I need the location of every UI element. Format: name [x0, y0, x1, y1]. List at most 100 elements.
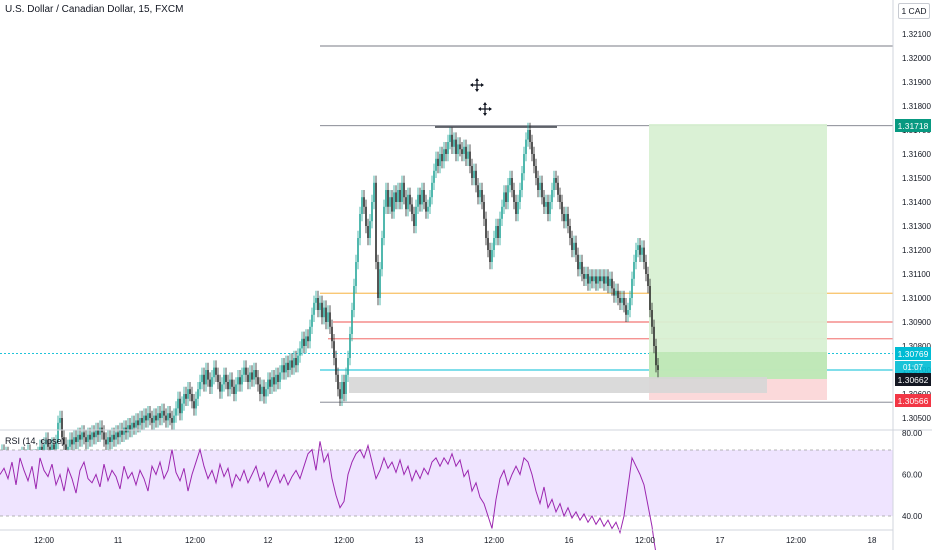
main-pane[interactable]: [0, 0, 893, 478]
candle-body: [477, 185, 479, 198]
candle-body: [517, 202, 519, 214]
countdown-text: 01:07: [903, 363, 924, 372]
price-axis[interactable]: 1.321001.320001.319001.318001.317001.316…: [892, 0, 931, 550]
candle-body: [401, 182, 403, 202]
candle-body: [553, 178, 555, 190]
candle-body: [445, 149, 447, 154]
candle-body: [503, 192, 505, 207]
candle-body: [369, 221, 371, 238]
profit-zone[interactable]: [649, 124, 827, 379]
stop-zone-gray[interactable]: [349, 377, 767, 393]
candle-body: [225, 374, 227, 382]
time-tick-10: 12:00: [786, 536, 807, 545]
candle-body: [103, 432, 105, 440]
candle-body: [203, 374, 205, 385]
candle-body: [295, 358, 297, 366]
candle-body: [75, 437, 77, 442]
candle-body: [459, 144, 461, 150]
candle-body: [531, 142, 533, 154]
candle-body: [117, 432, 119, 438]
candle-body: [411, 204, 413, 214]
profit-zone-current: [649, 352, 827, 379]
candle-body: [565, 214, 567, 222]
candle-body: [387, 190, 389, 207]
candle-body: [181, 403, 183, 414]
candle-body: [513, 190, 515, 202]
candle-body: [635, 250, 637, 262]
candle-body: [253, 370, 255, 380]
candle-body: [527, 130, 529, 140]
candle-body: [197, 389, 199, 399]
candle-body: [337, 374, 339, 390]
candle-body: [307, 336, 309, 342]
time-tick-0: 12:00: [34, 536, 55, 545]
candle-body: [605, 276, 607, 284]
candle-body: [455, 139, 457, 154]
candle-body: [185, 394, 187, 399]
rsi-title[interactable]: RSI (14, close): [5, 436, 65, 446]
rsi-pane[interactable]: [0, 441, 893, 550]
symbol-title[interactable]: U.S. Dollar / Canadian Dollar, 15, FXCM: [5, 4, 184, 15]
candle-body: [379, 269, 381, 298]
candle-body: [195, 398, 197, 409]
candle-body: [505, 192, 507, 202]
rsi-line: [0, 441, 656, 550]
candle-body: [615, 290, 617, 296]
candle-body: [323, 307, 325, 318]
candle-body: [479, 190, 481, 198]
candle-body: [211, 377, 213, 387]
candle-body: [227, 382, 229, 390]
price-tick-label: 1.31900: [902, 78, 931, 87]
price-tick-label: 1.31500: [902, 174, 931, 183]
candle-body: [65, 444, 67, 452]
candle-body: [255, 370, 257, 378]
candle-body: [201, 374, 203, 382]
candle-body: [383, 206, 385, 238]
currency-button[interactable]: 1 CAD: [898, 3, 930, 19]
candle-body: [263, 386, 265, 397]
candle-body: [213, 367, 215, 378]
candle-body: [583, 274, 585, 279]
candle-body: [251, 372, 253, 380]
candle-body: [167, 413, 169, 421]
candle-body: [581, 262, 583, 274]
candle-body: [141, 418, 143, 423]
price-tick-label: 1.30900: [902, 318, 931, 327]
candle-body: [215, 367, 217, 375]
candle-body: [55, 442, 57, 450]
time-axis[interactable]: 12:00 11 12:00 12 12:00 13 12:00 16 12:0…: [0, 529, 893, 545]
candle-body: [551, 190, 553, 202]
candle-body: [221, 384, 223, 392]
candle-body: [219, 382, 221, 392]
candle-body: [119, 430, 121, 438]
candle-body: [381, 238, 383, 270]
candle-body: [549, 202, 551, 214]
candle-body: [175, 408, 177, 416]
candle-body: [489, 250, 491, 262]
candle-body: [143, 415, 145, 423]
candle-body: [155, 415, 157, 421]
time-tick-11: 18: [868, 536, 877, 545]
price-tick-label: 1.31400: [902, 198, 931, 207]
move-cursor-icon: [470, 78, 484, 92]
price-tick-label: 1.30800: [902, 342, 931, 351]
candle-body: [557, 182, 559, 195]
candle-body: [95, 430, 97, 438]
rsi-band: [0, 450, 893, 516]
candle-body: [177, 398, 179, 409]
candle-body: [137, 420, 139, 426]
candle-body: [467, 151, 469, 159]
candle-body: [81, 432, 83, 440]
candle-body: [547, 202, 549, 214]
target-price-label: 1.31718: [895, 119, 931, 132]
candle-body: [365, 206, 367, 226]
target-price-text: 1.31718: [898, 121, 929, 131]
candle-body: [171, 418, 173, 423]
candle-body: [331, 326, 333, 342]
time-tick-2: 12:00: [185, 536, 206, 545]
candle-body: [501, 206, 503, 219]
candle-body: [409, 194, 411, 205]
candle-body: [515, 202, 517, 214]
price-tick-label: 1.32100: [902, 30, 931, 39]
